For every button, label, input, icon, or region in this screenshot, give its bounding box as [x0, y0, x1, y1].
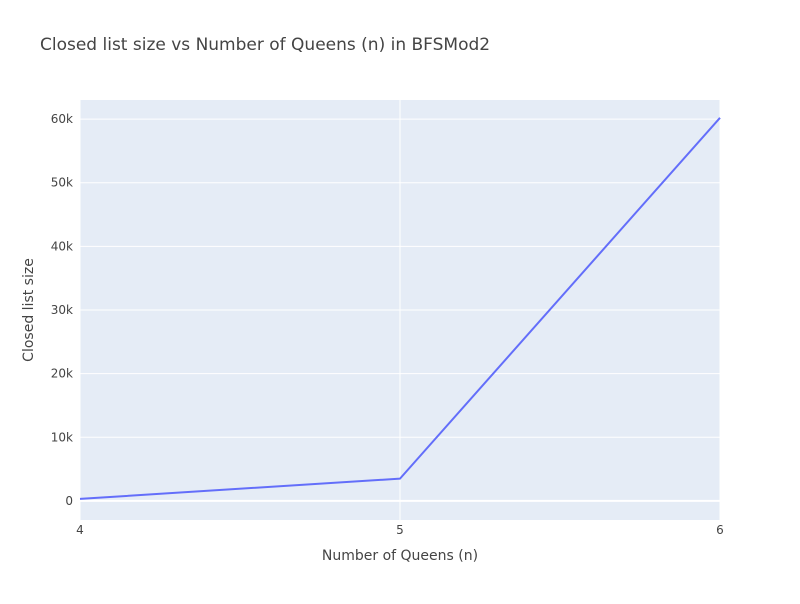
x-tick-label: 4: [76, 523, 84, 537]
y-tick-label: 20k: [51, 367, 73, 381]
chart-title: Closed list size vs Number of Queens (n)…: [40, 35, 490, 55]
series-layer: [79, 117, 721, 500]
y-tick-label: 30k: [51, 303, 73, 317]
x-tick-label: 5: [396, 523, 404, 537]
series-line: [79, 117, 721, 500]
gridlines: [79, 100, 721, 520]
x-axis-title: Number of Queens (n): [322, 548, 478, 564]
y-tick-label: 50k: [51, 176, 73, 190]
y-tick-label: 40k: [51, 239, 73, 253]
y-tick-label: 60k: [51, 112, 73, 126]
x-axis-ticks: 4 5 6: [76, 523, 724, 537]
y-axis-title: Closed list size: [21, 258, 37, 362]
y-axis-ticks: 0 10k 20k 30k 40k 50k 60k: [51, 112, 73, 508]
x-tick-label: 6: [716, 523, 724, 537]
y-tick-label: 0: [65, 494, 73, 508]
y-tick-label: 10k: [51, 430, 73, 444]
